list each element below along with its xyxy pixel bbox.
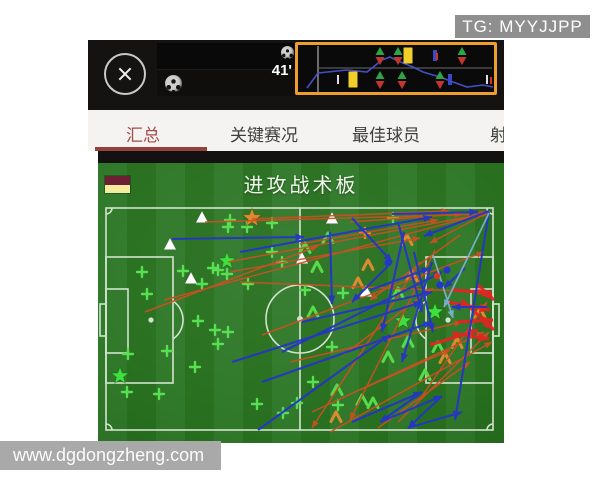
goal-ball-icon xyxy=(281,46,294,59)
tab-shots[interactable]: 射 xyxy=(490,126,504,145)
match-player-bar: 41' xyxy=(88,40,504,110)
watermark-telegram: TG: MYYJJPP xyxy=(455,15,590,38)
attack-tactics-board: 进攻战术板 xyxy=(98,151,504,443)
board-title: 进攻战术板 xyxy=(243,175,359,197)
pass-arrows xyxy=(144,208,496,433)
momentum-mini-panel[interactable] xyxy=(295,42,497,95)
home-events-row xyxy=(157,43,295,70)
close-button[interactable] xyxy=(104,53,146,95)
board-top-strip xyxy=(98,151,504,163)
tab-key-moments[interactable]: 关键赛况 xyxy=(230,126,298,145)
flag-band-top xyxy=(105,176,130,185)
momentum-chart xyxy=(306,46,494,92)
tab-summary[interactable]: 汇总 xyxy=(126,126,160,145)
active-tab-underline xyxy=(95,147,207,151)
watermark-site: www.dgdongzheng.com xyxy=(0,441,221,470)
match-time: 41' xyxy=(271,62,292,79)
tactics-pitch xyxy=(99,206,500,433)
tab-best-players[interactable]: 最佳球员 xyxy=(352,126,420,145)
tab-bar: 汇总 关键赛况 最佳球员 射 xyxy=(88,110,504,151)
goal-ball-icon xyxy=(165,75,182,92)
team-flag-icon xyxy=(105,176,130,193)
player-dots xyxy=(384,259,451,289)
flag-band-bottom xyxy=(105,184,130,193)
pitch-background: 进攻战术板 xyxy=(98,163,504,443)
